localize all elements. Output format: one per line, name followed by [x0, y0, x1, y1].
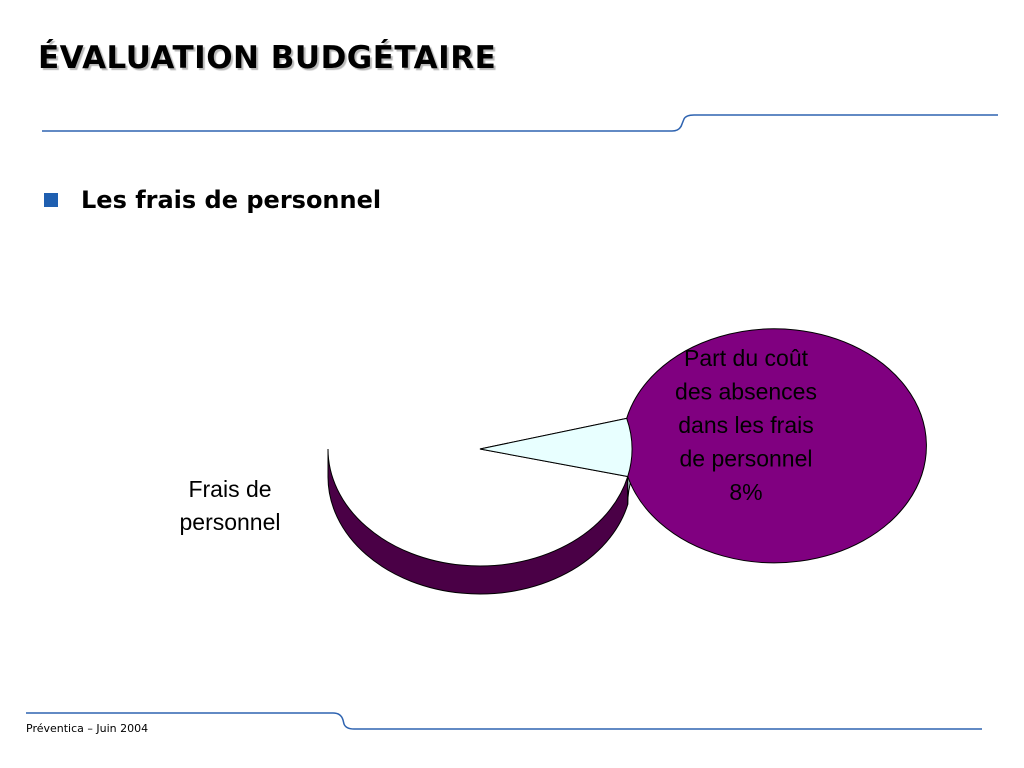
pie-slice-side-main — [327, 448, 629, 595]
slide-title: ÉVALUATION BUDGÉTAIRE — [38, 40, 497, 76]
pie-slice-frais-de-personnel — [479, 328, 927, 564]
footer-text: Préventica – Juin 2004 — [26, 722, 149, 735]
pie-slice-part-absences — [479, 417, 633, 478]
bullet-item: Les frais de personnel — [44, 186, 381, 214]
label-frais-de-personnel: Frais de personnel — [179, 476, 280, 535]
label-part-absences: Part du coût des absences dans les frais de… — [675, 345, 817, 505]
bullet-text: Les frais de personnel — [81, 186, 382, 214]
square-bullet-icon — [44, 193, 58, 207]
